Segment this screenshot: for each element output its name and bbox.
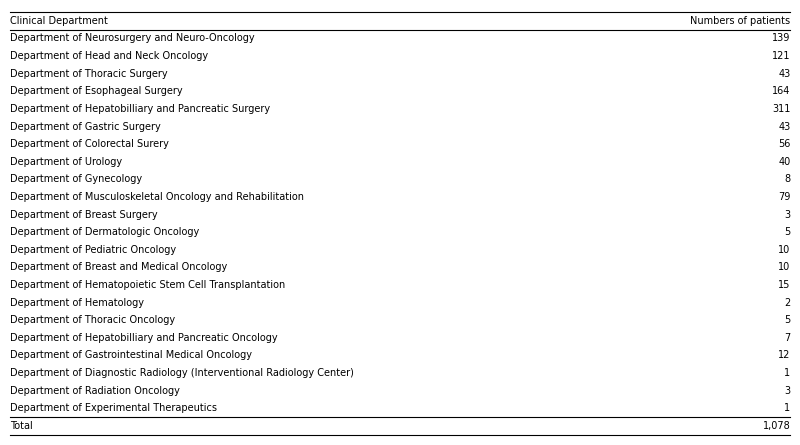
Text: Department of Musculoskeletal Oncology and Rehabilitation: Department of Musculoskeletal Oncology a… [10, 192, 304, 202]
Text: Department of Dermatologic Oncology: Department of Dermatologic Oncology [10, 227, 199, 237]
Text: Department of Hematology: Department of Hematology [10, 298, 144, 307]
Text: 139: 139 [772, 33, 790, 44]
Text: 2: 2 [784, 298, 790, 307]
Text: 121: 121 [772, 51, 790, 61]
Text: 164: 164 [772, 86, 790, 96]
Text: Department of Thoracic Oncology: Department of Thoracic Oncology [10, 315, 174, 325]
Text: 8: 8 [784, 174, 790, 184]
Text: 79: 79 [778, 192, 790, 202]
Text: Department of Breast and Medical Oncology: Department of Breast and Medical Oncolog… [10, 263, 227, 272]
Text: 1,078: 1,078 [762, 421, 790, 431]
Text: 10: 10 [778, 263, 790, 272]
Text: 10: 10 [778, 245, 790, 255]
Text: 40: 40 [778, 157, 790, 167]
Text: Department of Hepatobilliary and Pancreatic Surgery: Department of Hepatobilliary and Pancrea… [10, 104, 270, 114]
Text: 43: 43 [778, 121, 790, 132]
Text: 311: 311 [772, 104, 790, 114]
Text: Total: Total [10, 421, 32, 431]
Text: Department of Gastric Surgery: Department of Gastric Surgery [10, 121, 160, 132]
Text: 7: 7 [784, 333, 790, 343]
Text: 56: 56 [778, 139, 790, 149]
Text: 15: 15 [778, 280, 790, 290]
Text: Department of Gynecology: Department of Gynecology [10, 174, 142, 184]
Text: Department of Neurosurgery and Neuro-Oncology: Department of Neurosurgery and Neuro-Onc… [10, 33, 254, 44]
Text: 1: 1 [784, 368, 790, 378]
Text: 43: 43 [778, 69, 790, 79]
Text: Department of Hematopoietic Stem Cell Transplantation: Department of Hematopoietic Stem Cell Tr… [10, 280, 285, 290]
Text: Department of Thoracic Surgery: Department of Thoracic Surgery [10, 69, 167, 79]
Text: 5: 5 [784, 227, 790, 237]
Text: Clinical Department: Clinical Department [10, 16, 107, 26]
Text: Department of Esophageal Surgery: Department of Esophageal Surgery [10, 86, 182, 96]
Text: Department of Urology: Department of Urology [10, 157, 122, 167]
Text: 3: 3 [784, 210, 790, 219]
Text: 12: 12 [778, 351, 790, 360]
Text: 5: 5 [784, 315, 790, 325]
Text: 3: 3 [784, 386, 790, 396]
Text: Department of Hepatobilliary and Pancreatic Oncology: Department of Hepatobilliary and Pancrea… [10, 333, 278, 343]
Text: Department of Head and Neck Oncology: Department of Head and Neck Oncology [10, 51, 208, 61]
Text: Department of Pediatric Oncology: Department of Pediatric Oncology [10, 245, 176, 255]
Text: Department of Radiation Oncology: Department of Radiation Oncology [10, 386, 179, 396]
Text: Department of Diagnostic Radiology (Interventional Radiology Center): Department of Diagnostic Radiology (Inte… [10, 368, 354, 378]
Text: Department of Colorectal Surery: Department of Colorectal Surery [10, 139, 169, 149]
Text: Department of Breast Surgery: Department of Breast Surgery [10, 210, 158, 219]
Text: 1: 1 [784, 403, 790, 413]
Text: Numbers of patients: Numbers of patients [690, 16, 790, 26]
Text: Department of Experimental Therapeutics: Department of Experimental Therapeutics [10, 403, 217, 413]
Text: Department of Gastrointestinal Medical Oncology: Department of Gastrointestinal Medical O… [10, 351, 251, 360]
